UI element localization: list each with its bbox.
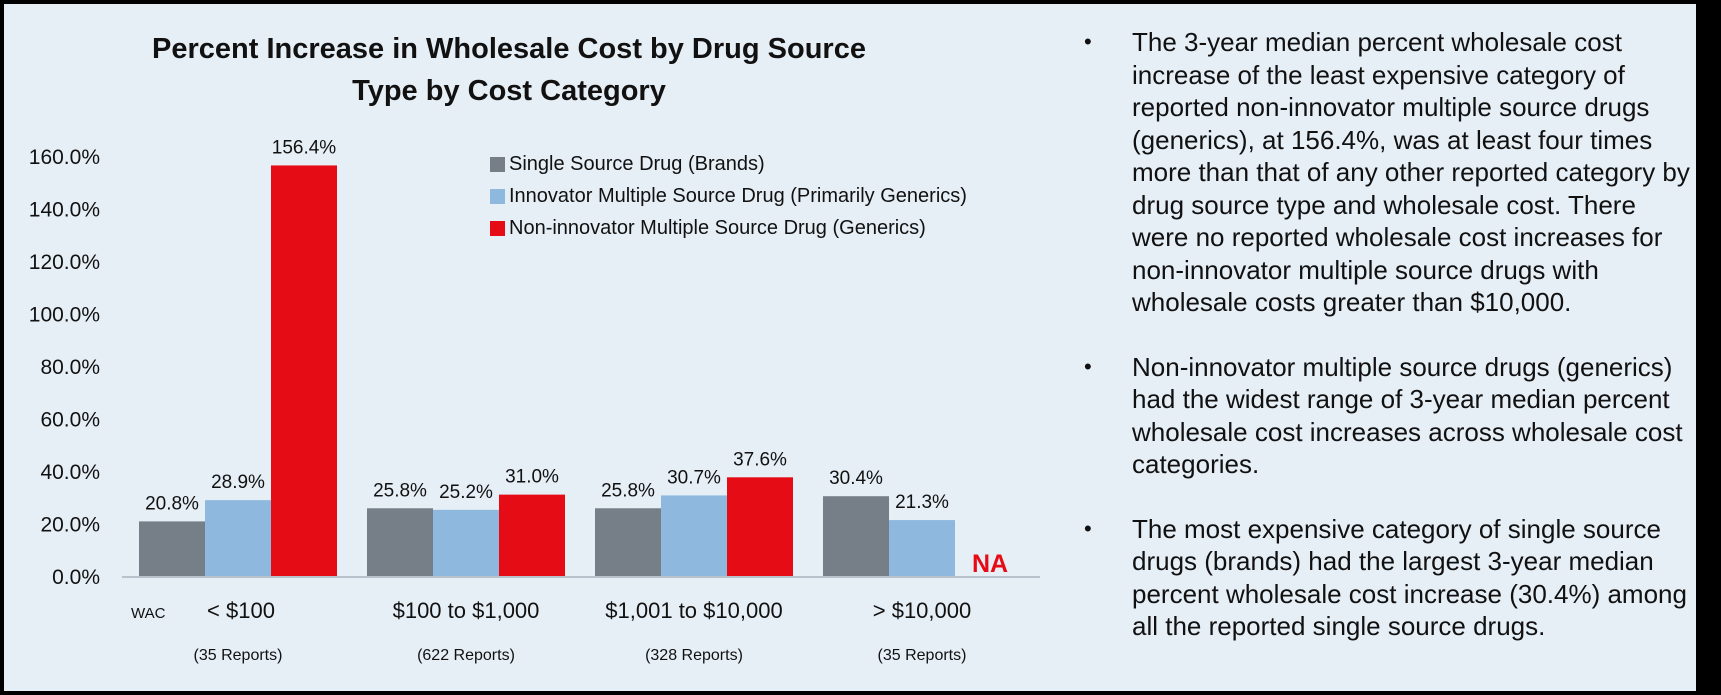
legend-swatch-single-source: [490, 156, 505, 172]
bullet-text: The 3-year median percent wholesale cost…: [1132, 27, 1690, 317]
legend-item-innovator: Innovator Multiple Source Drug (Primaril…: [490, 180, 967, 212]
x-category-label: > $10,000: [873, 598, 971, 623]
bar: [661, 495, 727, 576]
x-category-label: $100 to $1,000: [393, 598, 540, 623]
na-annotation: NA: [972, 550, 1008, 578]
bullet-item: • Non-innovator multiple source drugs (g…: [1084, 351, 1694, 481]
x-category-label: $1,001 to $10,000: [605, 598, 782, 623]
chart-title: Percent Increase in Wholesale Cost by Dr…: [114, 28, 904, 112]
bar: [367, 508, 433, 576]
y-tick-label: 120.0%: [29, 251, 100, 274]
bullet-item: • The most expensive category of single …: [1084, 513, 1694, 643]
data-label: 31.0%: [505, 467, 559, 488]
bullet-text: Non-innovator multiple source drugs (gen…: [1132, 351, 1683, 480]
y-tick-label: 160.0%: [29, 146, 100, 169]
slide-panel: Percent Increase in Wholesale Cost by Dr…: [4, 4, 1696, 691]
y-tick-label: 20.0%: [40, 514, 100, 537]
legend-swatch-innovator: [490, 188, 505, 204]
bullet-list: • The 3-year median percent wholesale co…: [1084, 26, 1694, 675]
x-category-sublabel: (622 Reports): [417, 647, 515, 664]
bar: [727, 477, 793, 576]
data-label: 25.2%: [439, 482, 493, 503]
data-label: 25.8%: [601, 480, 655, 501]
data-label: 37.6%: [733, 449, 787, 470]
legend-label-single-source: Single Source Drug (Brands): [509, 153, 765, 175]
legend-swatch-non-innovator: [490, 220, 505, 236]
legend-item-single-source: Single Source Drug (Brands): [490, 148, 967, 180]
data-label: 21.3%: [895, 492, 949, 513]
y-tick-label: 60.0%: [40, 409, 100, 432]
y-tick-label: 80.0%: [40, 356, 100, 379]
chart-title-line-2: Type by Cost Category: [352, 75, 666, 107]
x-category-sublabel: (35 Reports): [878, 647, 967, 664]
data-label: 28.9%: [211, 472, 265, 493]
bullet-item: • The 3-year median percent wholesale co…: [1084, 26, 1694, 319]
legend-item-non-innovator: Non-innovator Multiple Source Drug (Gene…: [490, 212, 967, 244]
bullet-text: The most expensive category of single so…: [1132, 513, 1687, 642]
data-label: 30.4%: [829, 468, 883, 489]
bullet-icon: •: [1084, 515, 1092, 541]
chart-legend: Single Source Drug (Brands) Innovator Mu…: [490, 148, 967, 244]
bar: [205, 500, 271, 576]
data-label: 25.8%: [373, 480, 427, 501]
y-tick-label: 100.0%: [29, 304, 100, 327]
y-tick-label: 140.0%: [29, 199, 100, 222]
legend-label-innovator: Innovator Multiple Source Drug (Primaril…: [509, 185, 967, 207]
bar: [823, 496, 889, 576]
data-label: 156.4%: [272, 137, 337, 158]
bar: [595, 508, 661, 576]
bar: [499, 494, 565, 576]
x-axis-label: WAC: [131, 605, 166, 622]
bar: [271, 165, 337, 576]
x-category-label: < $100: [207, 598, 275, 623]
y-tick-label: 40.0%: [40, 461, 100, 484]
bullet-icon: •: [1084, 353, 1092, 379]
bar: [889, 520, 955, 576]
data-label: 20.8%: [145, 493, 199, 514]
bar: [139, 521, 205, 576]
data-label: 30.7%: [667, 467, 721, 488]
x-category-sublabel: (328 Reports): [645, 647, 743, 664]
chart-title-line-1: Percent Increase in Wholesale Cost by Dr…: [152, 33, 866, 65]
bullet-icon: •: [1084, 29, 1092, 54]
legend-label-non-innovator: Non-innovator Multiple Source Drug (Gene…: [509, 217, 926, 239]
y-tick-label: 0.0%: [52, 566, 100, 589]
bar-chart: 0.0% 20.0% 40.0% 60.0% 80.0% 100.0% 120.0% 140.…: [29, 137, 1040, 664]
bar: [433, 509, 499, 576]
x-category-sublabel: (35 Reports): [194, 647, 283, 664]
